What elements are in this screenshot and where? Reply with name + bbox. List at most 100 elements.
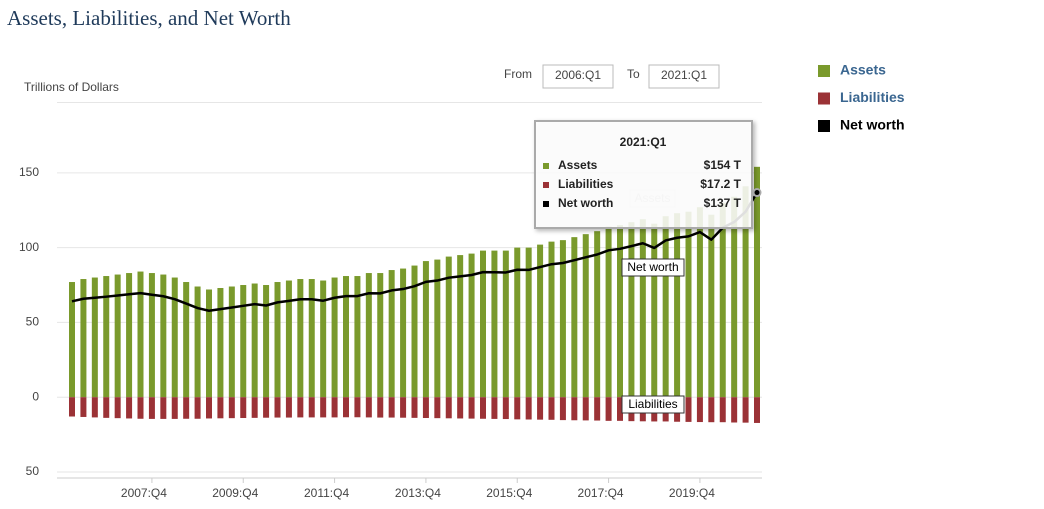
bar [525,397,532,420]
bar [343,397,349,418]
x-tick-label: 2011:Q4 [304,486,349,500]
legend-label: Net worth [840,117,905,133]
bar [582,234,589,398]
x-tick-label: 2009:Q4 [212,486,258,500]
y-tick-label: 100 [19,240,39,254]
bar [285,280,292,398]
from-value[interactable]: 2006:Q1 [555,68,601,82]
bar [308,279,315,398]
to-value[interactable]: 2021:Q1 [661,68,707,82]
bar [148,273,155,398]
bar [194,397,201,419]
tooltip-name: Assets [558,158,598,172]
hover-marker [752,188,762,198]
y-tick-label: 0 [32,389,39,403]
bar [80,279,87,398]
tooltip-swatch [543,201,549,207]
x-tick-label: 2019:Q4 [669,486,715,500]
bar [343,276,349,398]
bar [171,277,178,398]
bar [194,286,201,398]
from-label: From [504,67,532,81]
bar [594,231,601,398]
y-axis-label: Trillions of Dollars [24,80,119,94]
bar [571,397,578,421]
bar [103,397,110,418]
bar [377,397,384,418]
x-tick-label: 2007:Q4 [121,486,167,500]
bar [400,397,407,418]
bar [708,397,715,423]
bar [320,280,327,398]
bar [639,219,646,398]
bar [160,274,167,398]
tooltip-title: 2021:Q1 [620,135,667,149]
bar [457,255,464,398]
bar [274,282,281,398]
bar [69,282,75,398]
bar [571,237,578,398]
bar [388,397,395,418]
tooltip-value: $137 T [704,196,742,210]
bar [251,397,258,418]
annotation: Net worth [627,260,678,274]
bar [285,397,292,418]
bar [628,222,635,398]
bar [137,397,144,419]
bar [468,253,475,398]
bar [297,397,304,418]
x-tick-label: 2015:Q4 [486,486,532,500]
bar [662,216,669,398]
bar [742,397,749,423]
to-input[interactable] [648,64,720,89]
bar [582,397,589,421]
bar [251,283,258,398]
y-tick-label: 50 [26,464,40,478]
bar [263,397,270,418]
bar [696,397,703,423]
bar [228,397,235,419]
bar [731,196,738,398]
bar [617,397,623,421]
from-input[interactable] [542,64,614,89]
tooltip-swatch [543,182,549,188]
bar [331,397,338,418]
bar [354,276,361,398]
y-tick-label: 50 [26,315,40,329]
bar [377,273,384,398]
bar [605,226,612,398]
bar [605,397,612,421]
bar [320,397,327,418]
bar [240,397,247,419]
bar [183,397,190,419]
legend-label: Liabilities [840,89,905,105]
bar [651,223,658,398]
bar [754,397,760,423]
bar [525,247,532,398]
line [71,191,759,312]
bar [160,397,167,419]
annotation-box [621,258,685,277]
bar [126,273,133,398]
bar [217,288,224,398]
chart-title: Assets, Liabilities, and Net Worth [7,6,291,30]
tooltip-value: $154 T [704,158,742,172]
bar [559,397,566,421]
bar [617,225,623,398]
bar [696,207,703,398]
x-tick-label: 2017:Q4 [578,486,624,500]
bar [719,202,726,398]
bar [491,250,498,398]
bar [263,285,270,398]
bar [91,277,98,398]
bar [69,397,75,417]
bar [206,289,212,398]
bar [400,268,407,398]
to-label: To [627,67,640,81]
bar [422,397,429,419]
bar [674,213,681,398]
bar [217,397,224,419]
bar [411,265,418,398]
bar [297,279,304,398]
bar [559,240,566,398]
